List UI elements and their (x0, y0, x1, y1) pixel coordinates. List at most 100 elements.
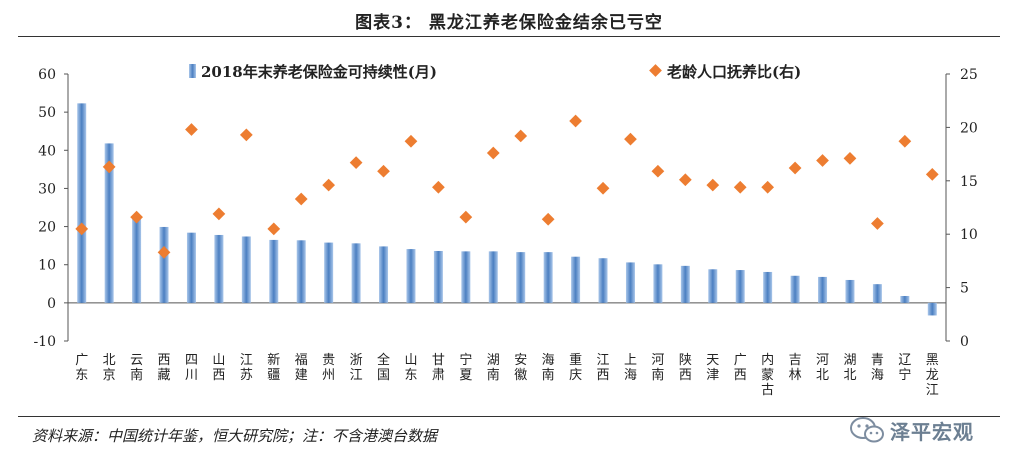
source-note: 资料来源：中国统计年鉴，恒大研究院；注：不含港澳台数据 (32, 427, 438, 445)
x-tick-label-重庆: 重庆 (569, 352, 582, 383)
x-tick-label-四川: 四川 (185, 353, 198, 383)
bar-浙江 (351, 243, 361, 303)
left-y-axis: -10 0 10 20 30 40 50 60 (33, 67, 946, 350)
marker-山东 (404, 134, 418, 148)
left-axis-tick-label: 0 (47, 296, 56, 312)
x-tick-label-湖北: 湖北 (843, 353, 856, 383)
marker-河南 (651, 164, 665, 178)
marker-山西 (212, 207, 226, 221)
marker-湖南 (486, 146, 500, 160)
bar-宁夏 (461, 251, 471, 303)
bar-吉林 (790, 275, 800, 303)
bar-湖北 (845, 279, 855, 303)
bar-山西 (214, 234, 224, 303)
marker-全国 (377, 164, 390, 178)
bar-湖南 (488, 251, 498, 303)
right-axis-tick-label: 15 (960, 174, 978, 190)
legend-marker-label: 老龄人口抚养比(右) (666, 63, 801, 81)
marker-西藏 (157, 245, 171, 259)
marker-吉林 (788, 161, 802, 175)
x-tick-label-北京: 北京 (103, 353, 116, 383)
marker-贵州 (322, 178, 336, 192)
marker-云南 (130, 210, 143, 224)
bar-四川 (186, 232, 196, 303)
x-tick-label-内蒙古: 内蒙古 (761, 352, 774, 398)
bar-北京 (104, 143, 114, 303)
x-tick-label-山西: 山西 (212, 353, 225, 383)
bar-series (77, 103, 937, 316)
bar-内蒙古 (763, 271, 773, 303)
marker-青海 (871, 217, 884, 230)
left-axis-tick-label: -10 (33, 334, 56, 350)
marker-河北 (816, 154, 829, 167)
marker-重庆 (569, 114, 582, 128)
legend-bar-label: 2018年末养老保险金可持续性(月) (201, 63, 437, 81)
title-rule-top (18, 36, 1000, 37)
right-axis-tick-label: 5 (960, 281, 969, 297)
marker-甘肃 (432, 180, 445, 194)
x-tick-label-河北: 河北 (816, 353, 829, 383)
bar-贵州 (324, 242, 334, 303)
bar-广西 (735, 270, 745, 303)
wechat-logo-icon (850, 417, 884, 443)
marker-江苏 (239, 128, 253, 142)
x-tick-label-辽宁: 辽宁 (898, 353, 911, 383)
bar-新疆 (269, 239, 279, 303)
x-tick-label-全国: 全国 (377, 352, 390, 383)
watermark: 泽平宏观 (848, 415, 1008, 445)
marker-四川 (185, 123, 198, 136)
marker-内蒙古 (761, 180, 775, 194)
x-tick-label-山东: 山东 (404, 353, 417, 383)
marker-广东 (75, 222, 89, 236)
bar-上海 (625, 262, 635, 303)
x-tick-label-福建: 福建 (295, 353, 308, 383)
marker-江西 (596, 181, 610, 195)
legend-bar-swatch (189, 64, 196, 78)
x-tick-label-云南: 云南 (130, 353, 143, 383)
marker-浙江 (349, 156, 363, 170)
bar-黑龙江 (927, 302, 937, 316)
right-axis-tick-label: 20 (960, 120, 978, 136)
marker-福建 (294, 192, 308, 206)
bar-山东 (406, 249, 416, 303)
left-axis-tick-label: 50 (38, 105, 56, 121)
x-tick-label-江苏: 江苏 (240, 353, 253, 383)
bar-福建 (296, 240, 306, 303)
marker-北京 (102, 160, 116, 174)
chart-legend: 2018年末养老保险金可持续性(月) 老龄人口抚养比(右) (189, 63, 801, 81)
bar-海南 (543, 252, 553, 303)
x-tick-label-甘肃: 甘肃 (432, 353, 445, 383)
bar-陕西 (680, 265, 690, 303)
x-tick-label-青海: 青海 (871, 353, 884, 383)
bar-西藏 (159, 226, 169, 303)
x-tick-label-海南: 海南 (542, 353, 555, 383)
bar-江西 (598, 258, 608, 303)
bar-甘肃 (433, 250, 443, 303)
x-tick-label-广西: 广西 (734, 353, 747, 383)
left-axis-tick-label: 60 (38, 67, 56, 83)
right-y-axis: 0 5 10 15 20 25 (945, 67, 978, 350)
bar-河南 (653, 264, 663, 303)
marker-安徽 (514, 129, 528, 143)
x-tick-label-天津: 天津 (706, 353, 719, 383)
marker-宁夏 (459, 210, 473, 224)
bar-青海 (872, 284, 882, 303)
x-tick-label-陕西: 陕西 (679, 353, 692, 383)
left-axis-tick-label: 10 (38, 258, 56, 274)
bar-辽宁 (900, 295, 910, 303)
title-rule-bottom (18, 416, 1000, 417)
marker-上海 (624, 132, 637, 146)
x-tick-label-黑龙江: 黑龙江 (926, 353, 939, 398)
x-tick-label-贵州: 贵州 (322, 353, 335, 383)
x-tick-label-新疆: 新疆 (267, 352, 280, 383)
x-tick-label-宁夏: 宁夏 (459, 352, 472, 383)
x-tick-label-浙江: 浙江 (350, 353, 363, 383)
marker-海南 (541, 212, 555, 226)
bar-江苏 (241, 236, 251, 303)
marker-广西 (733, 180, 747, 194)
bar-云南 (132, 215, 142, 303)
x-tick-label-广东: 广东 (75, 353, 88, 383)
marker-湖北 (843, 152, 857, 165)
left-axis-tick-label: 20 (38, 220, 56, 236)
